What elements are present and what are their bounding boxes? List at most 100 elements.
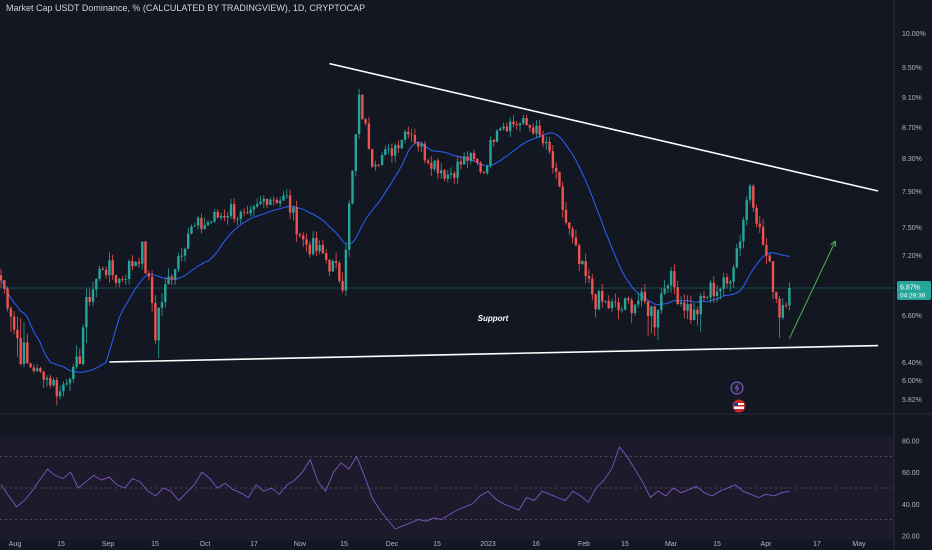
candle-body <box>765 245 768 256</box>
candle-body <box>272 199 275 201</box>
candle-body <box>463 156 466 165</box>
time-axis[interactable]: Aug 15 Sep 15 Oct 17 Nov 15 Dec 15 2023 16 Feb 15 Mar 1… <box>9 541 866 548</box>
candle-body <box>233 204 236 219</box>
rsi-tick-label: 20.00 <box>902 533 920 540</box>
rsi-tick-label: 40.00 <box>902 502 920 509</box>
candle-body <box>551 151 555 168</box>
candle-body <box>206 222 210 226</box>
candle-body <box>660 293 663 311</box>
candle-body <box>663 288 666 294</box>
candle-body <box>288 195 292 213</box>
candle-body <box>778 298 781 318</box>
candle-body <box>374 164 377 167</box>
candle-body <box>679 302 683 304</box>
candle-body <box>219 216 223 218</box>
current-price-label: 6.87% <box>900 285 920 292</box>
candle-body <box>229 204 233 217</box>
event-icons[interactable] <box>730 381 746 413</box>
trendlines: Support <box>0 62 894 363</box>
candle-body <box>433 160 436 169</box>
candle-body <box>650 306 653 316</box>
candle-body <box>666 285 670 289</box>
candle-body <box>561 186 564 210</box>
candle-body <box>183 248 187 256</box>
rsi-axis[interactable]: 80.00 60.00 40.00 20.00 <box>902 439 920 541</box>
price-axis[interactable]: 10.00% 9.50% 9.10% 8.70% 8.30% 7.90% 7.50% 7.20… <box>897 31 931 404</box>
candle-body <box>594 294 597 310</box>
candle-body <box>3 280 6 289</box>
price-tick-label: 7.90% <box>902 189 922 196</box>
candle-body <box>55 379 58 397</box>
candle-body <box>72 366 75 380</box>
candle-body <box>486 165 489 173</box>
time-tick-label: Nov <box>294 541 307 548</box>
candle-body <box>394 145 397 156</box>
candle-body <box>305 239 308 245</box>
price-tick-label: 8.30% <box>902 156 922 163</box>
candle-body <box>338 262 341 281</box>
candle-body <box>239 211 242 219</box>
time-tick-label: Oct <box>200 541 211 548</box>
candle-body <box>216 211 219 218</box>
candle-body <box>515 124 518 126</box>
candle-body <box>380 155 384 165</box>
price-tick-label: 6.60% <box>902 313 922 320</box>
candle-body <box>12 316 16 330</box>
candle-body <box>584 261 587 276</box>
candle-body <box>35 368 39 371</box>
candle-body <box>62 384 65 392</box>
candle-body <box>518 123 522 126</box>
candle-body <box>164 284 167 303</box>
candle-body <box>633 304 637 314</box>
candle-body <box>111 260 114 276</box>
candle-body <box>719 288 722 292</box>
candle-body <box>78 356 81 364</box>
time-tick-label: 15 <box>151 541 159 548</box>
price-tick-label: 5.82% <box>902 397 922 404</box>
price-tick-label: 7.20% <box>902 253 922 260</box>
candle-body <box>282 195 285 201</box>
candle-body <box>706 297 709 299</box>
candle-body <box>623 298 627 310</box>
candle-body <box>574 237 578 246</box>
time-tick-label: 15 <box>340 541 348 548</box>
candle-body <box>265 198 269 205</box>
candle-body <box>150 276 154 304</box>
candle-body <box>98 268 101 279</box>
candle-body <box>328 259 331 272</box>
candle-body <box>627 298 630 301</box>
projection-arrowhead <box>830 240 836 248</box>
candle-body <box>400 139 403 149</box>
candle-body <box>436 160 440 174</box>
candle-body <box>509 121 512 132</box>
candle-body <box>745 199 748 220</box>
projection-arrow <box>788 240 836 339</box>
lightning-bolt-icon <box>734 383 740 393</box>
candle-body <box>673 271 676 288</box>
candle-body <box>541 135 545 144</box>
candle-body <box>95 278 98 290</box>
candle-body <box>325 253 328 260</box>
candle-body <box>81 327 85 364</box>
candle-body <box>453 173 456 178</box>
candle-body <box>699 296 702 315</box>
candle-body <box>752 185 755 208</box>
candle-body <box>768 255 771 262</box>
candle-body <box>364 119 367 124</box>
time-tick-label: May <box>852 541 866 548</box>
candle-body <box>361 94 364 120</box>
candle-body <box>6 288 9 309</box>
candle-body <box>308 244 311 255</box>
candle-body <box>292 207 295 213</box>
candle-body <box>499 128 502 131</box>
candle-body <box>722 277 725 289</box>
candle-body <box>101 268 104 270</box>
candle-body <box>440 170 443 174</box>
candle-body <box>9 308 13 317</box>
time-tick-label: 15 <box>621 541 629 548</box>
candle-body <box>242 211 246 213</box>
candle-body <box>758 223 761 227</box>
candle-body <box>344 249 348 291</box>
candle-body <box>315 237 318 252</box>
